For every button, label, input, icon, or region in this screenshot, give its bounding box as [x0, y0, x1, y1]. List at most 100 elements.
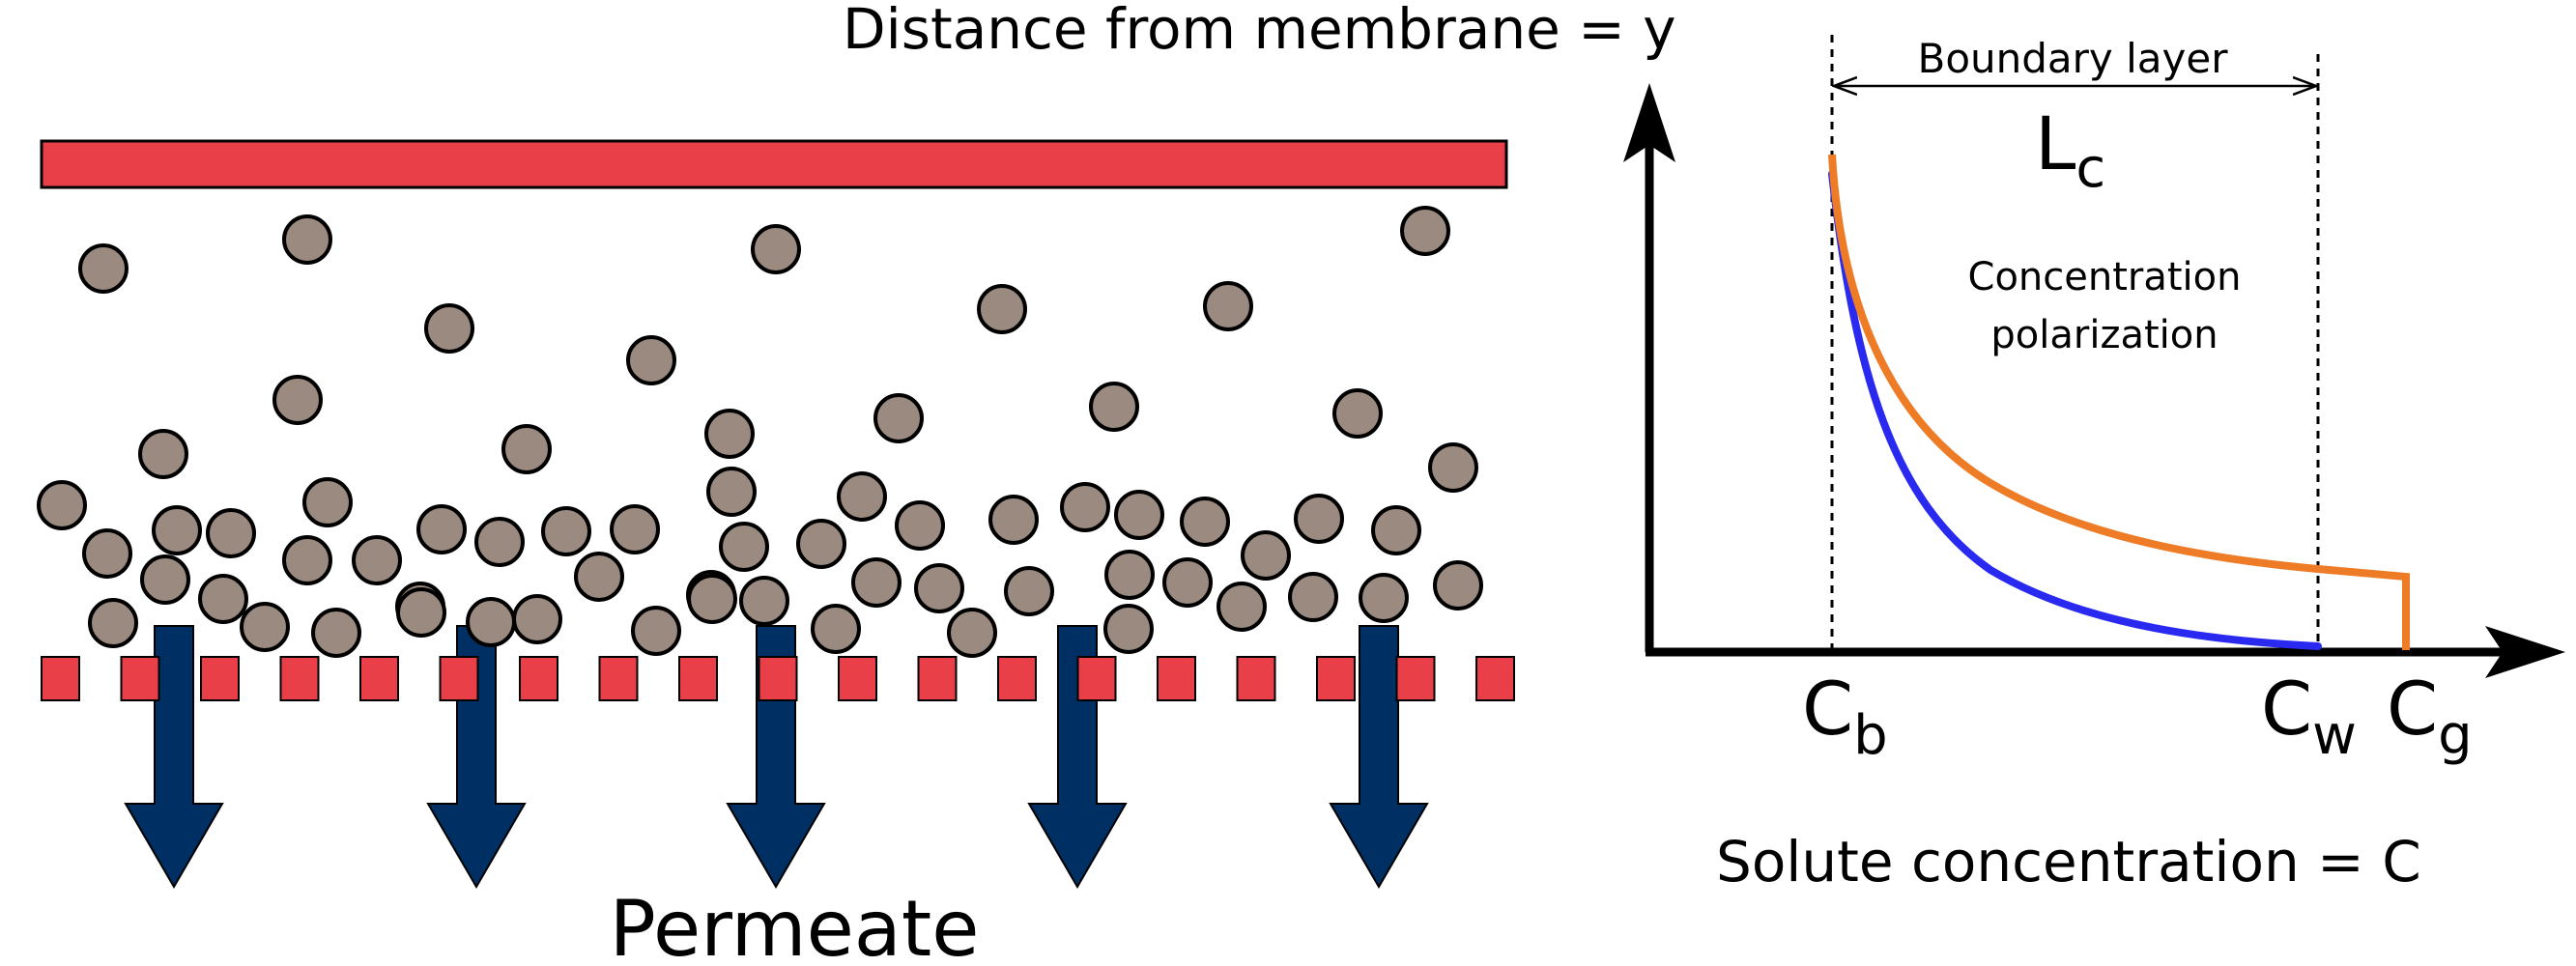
concentration-polarization-line2: polarization	[1990, 313, 2218, 357]
solute-particle	[988, 495, 1039, 545]
solute-particle	[1241, 530, 1291, 581]
membrane-segment	[758, 656, 798, 701]
permeate-label: Permeate	[610, 884, 980, 966]
membrane-segment	[838, 656, 877, 701]
solute-particle	[796, 519, 846, 569]
solute-particle	[610, 504, 660, 554]
membrane-segment	[200, 656, 240, 701]
membrane-segment	[1475, 656, 1515, 701]
y-axis-arrowhead	[1623, 83, 1675, 162]
solute-particle	[631, 606, 681, 656]
membrane-segment	[1236, 656, 1276, 701]
solute-particle	[282, 214, 332, 265]
permeate-arrow	[726, 625, 826, 889]
membrane-segment	[678, 656, 718, 701]
membrane-segment	[41, 656, 80, 701]
solute-particle	[1060, 482, 1110, 532]
x-axis-arrowhead	[2485, 626, 2565, 678]
cw-symbol: Cw	[2261, 666, 2357, 767]
solute-particle	[88, 598, 138, 648]
solute-particle	[512, 594, 562, 644]
solute-particle	[704, 409, 755, 459]
orange-concentration-curve	[1828, 154, 2410, 650]
x-axis-label: Solute concentration = C	[1716, 829, 2421, 895]
solute-particle	[1359, 573, 1409, 623]
membrane-segment	[1076, 656, 1117, 701]
solute-particle	[311, 608, 361, 658]
solute-particle	[1203, 281, 1253, 331]
solute-particle	[396, 587, 446, 638]
solute-particle	[1103, 604, 1154, 654]
solute-particle	[873, 393, 924, 443]
membrane-segment	[1395, 656, 1436, 701]
solute-particle	[140, 554, 190, 605]
membrane-segment	[359, 656, 399, 701]
solute-particle	[78, 243, 129, 294]
solute-particle	[541, 506, 591, 556]
solute-particle	[1371, 505, 1421, 555]
solute-particle	[947, 608, 997, 658]
solute-particle	[282, 535, 332, 585]
membrane-pores	[41, 656, 1515, 701]
solute-particle	[706, 467, 757, 517]
solute-particle	[240, 602, 290, 652]
permeate-arrow	[124, 625, 224, 889]
solute-particle	[1104, 550, 1155, 600]
y-axis-label: Distance from membrane = y	[843, 0, 1676, 62]
solute-particle	[416, 504, 467, 554]
solute-particle	[977, 284, 1027, 334]
solute-particle	[474, 517, 525, 567]
solute-particle	[1288, 572, 1338, 622]
solute-particle	[895, 500, 945, 551]
solute-particle	[206, 508, 256, 558]
solute-particle	[837, 471, 887, 522]
membrane-segment	[519, 656, 558, 701]
solute-particle	[1162, 557, 1213, 608]
solute-particle	[1332, 388, 1383, 439]
lc-symbol: Lc	[2035, 100, 2105, 200]
solute-particle	[687, 574, 737, 624]
solute-particles	[37, 206, 1483, 658]
feed-wall-bar	[40, 139, 1508, 189]
solute-particle	[1180, 497, 1230, 547]
solute-particle	[82, 528, 132, 579]
solute-particle	[424, 303, 474, 354]
solute-particle	[1428, 442, 1478, 493]
solute-particle	[851, 557, 902, 608]
solute-particle	[466, 597, 516, 647]
boundary-layer-label: Boundary layer	[1918, 35, 2229, 82]
solute-particle	[1114, 490, 1164, 540]
solute-particle	[719, 522, 769, 572]
solute-particle	[1433, 560, 1483, 611]
cb-symbol: Cb	[1802, 666, 1888, 767]
membrane-segment	[439, 656, 479, 701]
cg-symbol: Cg	[2387, 666, 2473, 767]
solute-particle	[37, 480, 87, 530]
membrane-segment	[1157, 656, 1196, 701]
solute-particle	[1216, 582, 1267, 632]
solute-particle	[574, 552, 624, 602]
solute-particle	[739, 576, 789, 626]
solute-particle	[302, 477, 353, 527]
membrane-segment	[598, 656, 639, 701]
membrane-segment	[279, 656, 320, 701]
solute-particle	[914, 563, 964, 613]
membrane-segment	[1316, 656, 1356, 701]
solute-particle	[751, 224, 801, 274]
solute-particle	[272, 375, 323, 425]
membrane-segment	[917, 656, 958, 701]
permeate-arrow	[1027, 625, 1128, 889]
solute-particle	[501, 424, 552, 474]
blue-concentration-curve	[1828, 170, 2322, 650]
solute-particle	[198, 574, 248, 624]
permeate-arrow	[1329, 625, 1429, 889]
solute-particle	[1294, 494, 1344, 544]
solute-particle	[352, 535, 402, 585]
membrane-segment	[997, 656, 1037, 701]
solute-particle	[1089, 382, 1139, 432]
solute-particle	[626, 335, 676, 385]
solute-particle	[152, 505, 202, 555]
solute-particle	[138, 429, 188, 479]
